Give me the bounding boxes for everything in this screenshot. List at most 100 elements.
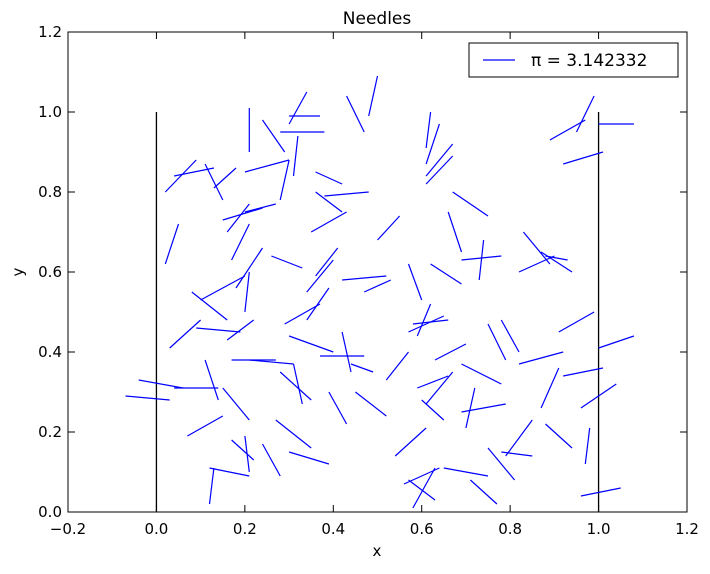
needle-segment bbox=[545, 255, 568, 261]
needle-segment bbox=[563, 151, 604, 165]
needle-segment bbox=[363, 279, 392, 293]
needle-segment bbox=[310, 211, 347, 233]
x-tick-label: −0.2 bbox=[50, 520, 86, 538]
x-tick-label: 1.0 bbox=[587, 520, 611, 538]
y-tick-label: 0.0 bbox=[38, 503, 62, 521]
axes: −0.2 0.0 0.2 0.4 0.6 0.8 1.0 1.20.00.20.40.60.8… bbox=[38, 23, 699, 538]
x-tick-label: 0.8 bbox=[498, 520, 522, 538]
needle-segment bbox=[262, 119, 286, 153]
needle-segment bbox=[350, 363, 374, 373]
needle-segment bbox=[222, 207, 263, 221]
needle-segment bbox=[315, 171, 343, 185]
needle-segment bbox=[204, 359, 219, 401]
needle-segment bbox=[279, 371, 312, 401]
needle-segment bbox=[222, 387, 250, 421]
needle-segment bbox=[200, 275, 246, 301]
needle-segment bbox=[434, 343, 467, 361]
needle-segment bbox=[580, 487, 621, 497]
needle-segment bbox=[584, 427, 591, 465]
needle-segment bbox=[226, 319, 255, 341]
y-tick-label: 1.2 bbox=[38, 23, 62, 41]
needle-segment bbox=[196, 327, 241, 333]
needle-segment bbox=[598, 335, 635, 349]
needle-segment bbox=[417, 375, 449, 389]
needle-segment bbox=[315, 191, 343, 213]
needle-segment bbox=[138, 379, 184, 389]
needle-segment bbox=[518, 351, 564, 365]
needle-segment bbox=[279, 159, 290, 201]
needle-segment bbox=[271, 255, 303, 269]
needle-segment bbox=[235, 247, 264, 289]
needle-segment bbox=[575, 95, 595, 133]
needle-segment bbox=[261, 443, 281, 477]
needle-segment bbox=[204, 163, 224, 201]
needle-segment bbox=[342, 275, 387, 281]
needle-segment bbox=[292, 135, 299, 177]
needle-segment bbox=[231, 223, 250, 261]
plot-area bbox=[125, 75, 635, 512]
needle-segment bbox=[346, 95, 365, 133]
needle-segment bbox=[288, 451, 330, 465]
needle-segment bbox=[355, 391, 387, 417]
needle-segment bbox=[169, 319, 202, 349]
needle-segment bbox=[226, 203, 250, 233]
needle-segment bbox=[368, 75, 379, 117]
needle-segment bbox=[408, 315, 445, 333]
needle-segment bbox=[244, 435, 250, 473]
needle-segment bbox=[213, 167, 237, 189]
needle-segment bbox=[288, 91, 308, 125]
needle-segment bbox=[191, 291, 228, 321]
needle-segment bbox=[315, 247, 339, 277]
needle-segment bbox=[549, 119, 586, 141]
needle-segment bbox=[478, 239, 485, 281]
needle-segment bbox=[505, 419, 533, 457]
needle-segment bbox=[425, 123, 440, 165]
needle-segment bbox=[469, 479, 498, 505]
needle-segment bbox=[421, 399, 445, 421]
needle-segment bbox=[306, 287, 330, 321]
needle-segment bbox=[500, 319, 520, 353]
needle-segment bbox=[412, 467, 436, 509]
needle-segment bbox=[412, 319, 449, 325]
needle-segment bbox=[558, 311, 595, 333]
needle-segment bbox=[164, 159, 197, 193]
needle-segment bbox=[563, 367, 604, 377]
needle-segment bbox=[461, 363, 502, 385]
x-tick-label: 0.4 bbox=[321, 520, 345, 538]
y-tick-label: 0.2 bbox=[38, 423, 62, 441]
y-tick-label: 1.0 bbox=[38, 103, 62, 121]
needle-segment bbox=[275, 419, 312, 449]
y-axis-label: y bbox=[9, 267, 27, 276]
needle-segment bbox=[341, 331, 352, 373]
legend-label: π = 3.142332 bbox=[531, 51, 647, 71]
y-tick-label: 0.4 bbox=[38, 343, 62, 361]
needle-segment bbox=[408, 479, 436, 501]
needle-segment bbox=[385, 351, 409, 381]
legend: π = 3.142332 bbox=[468, 42, 679, 78]
needle-segment bbox=[461, 403, 506, 413]
needle-segment bbox=[501, 451, 533, 457]
needle-segment bbox=[540, 251, 573, 273]
needle-segment bbox=[164, 223, 180, 265]
x-tick-label: 0.6 bbox=[410, 520, 434, 538]
needle-segment bbox=[487, 447, 516, 481]
needle-segment bbox=[249, 359, 294, 365]
needle-segment bbox=[425, 155, 454, 185]
chart-title: Needles bbox=[343, 9, 412, 29]
needle-segment bbox=[540, 367, 560, 409]
needle-segment bbox=[430, 263, 462, 285]
needle-segment bbox=[306, 259, 334, 293]
needle-segment bbox=[244, 271, 250, 313]
x-tick-label: 1.2 bbox=[675, 520, 699, 538]
needle-segment bbox=[545, 423, 573, 449]
needle-segment bbox=[518, 255, 555, 273]
needle-segment bbox=[187, 415, 224, 437]
needle-segment bbox=[231, 439, 255, 461]
needle-segment bbox=[487, 323, 507, 361]
needle-segment bbox=[407, 263, 423, 301]
needle-segment bbox=[125, 395, 170, 401]
needle-segment bbox=[328, 391, 348, 425]
needle-segment bbox=[244, 159, 290, 173]
